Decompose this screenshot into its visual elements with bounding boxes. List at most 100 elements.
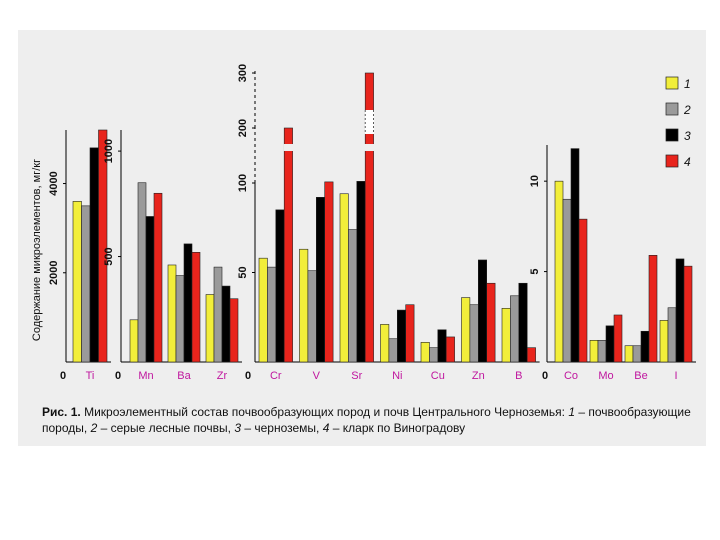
category-label-cu: Cu — [431, 370, 445, 382]
y-tick-label-zero: 0 — [542, 370, 548, 382]
bar-mo-series-1 — [589, 339, 599, 363]
category-label-i: I — [674, 370, 677, 382]
bar-cr-series-3 — [275, 209, 285, 363]
bar-sr-series-2 — [348, 229, 358, 363]
category-label-mo: Mo — [598, 370, 613, 382]
legend-label-2: 2 — [683, 103, 691, 117]
bar-v-series-3 — [315, 197, 325, 363]
bar-cu-series-3 — [437, 329, 447, 363]
bar-zn-series-2 — [469, 304, 479, 363]
bar-mo-series-2 — [597, 339, 607, 363]
caption-text-intro: Микроэлементный состав почвообразующих п… — [80, 405, 569, 419]
bar-break-segment — [364, 110, 375, 134]
legend-swatch-2 — [665, 102, 679, 116]
y-tick-label-zero: 0 — [115, 370, 121, 382]
bar-break-gap — [324, 144, 334, 151]
caption-series-4-number: 4 — [322, 421, 330, 435]
bar-break-gap — [356, 144, 366, 151]
bar-ti-series-2 — [81, 205, 91, 363]
bar-mn-series-2 — [137, 182, 147, 363]
bar-co-series-2 — [562, 198, 572, 363]
category-label-zr: Zr — [217, 370, 228, 382]
category-label-mn: Mn — [138, 370, 153, 382]
bar-sr-series-4 — [364, 72, 374, 363]
bar-mn-series-1 — [129, 319, 139, 363]
bar-be-series-2 — [632, 345, 642, 363]
bar-break-gap — [364, 144, 375, 151]
bar-ba-series-1 — [167, 264, 177, 363]
category-label-ti: Ti — [86, 370, 95, 382]
bar-v-series-1 — [299, 248, 309, 363]
category-label-sr: Sr — [351, 370, 362, 382]
y-tick-label: 4000 — [48, 171, 60, 195]
bar-b-series-3 — [518, 282, 528, 363]
caption-series-1-text: – почвообразую­щие породы, — [42, 405, 691, 435]
y-tick-label: 200 — [237, 119, 249, 137]
bar-co-series-1 — [554, 180, 564, 363]
y-tick-label-zero: 0 — [60, 370, 66, 382]
y-tick-label: 50 — [237, 266, 249, 278]
caption-series-3-text: – черноземы, — [241, 421, 323, 435]
bar-sr-series-1 — [339, 193, 349, 363]
caption-series-3-number: 3 — [234, 421, 242, 435]
bar-mn-series-3 — [145, 216, 155, 363]
bar-ba-series-2 — [175, 275, 185, 363]
bar-ba-series-4 — [191, 252, 201, 363]
bar-ti-series-4 — [98, 129, 108, 363]
bar-ni-series-2 — [388, 338, 398, 363]
bar-be-series-1 — [624, 345, 634, 363]
bar-be-series-4 — [648, 255, 658, 363]
bar-cr-series-2 — [267, 266, 277, 363]
bar-cu-series-2 — [429, 347, 439, 363]
bar-mo-series-3 — [605, 325, 615, 363]
legend-swatch-4 — [665, 154, 679, 168]
legend-label-1: 1 — [684, 77, 691, 91]
caption-series-4-text: – кларк по Виноградову — [329, 421, 466, 435]
y-tick-label: 100 — [237, 174, 249, 192]
legend-label-3: 3 — [684, 129, 691, 143]
bar-ti-series-3 — [89, 147, 99, 363]
bar-zn-series-4 — [486, 282, 496, 363]
bar-zr-series-2 — [213, 266, 223, 363]
bar-zn-series-1 — [461, 297, 471, 363]
y-tick-label-zero: 0 — [245, 370, 251, 382]
category-label-b: B — [515, 370, 522, 382]
legend-swatch-3 — [665, 128, 679, 142]
caption-series-1-number: 1 — [568, 405, 576, 419]
bar-co-series-3 — [570, 148, 580, 363]
category-label-be: Be — [634, 370, 647, 382]
bar-zr-series-4 — [229, 298, 239, 363]
bar-sr-series-3 — [356, 181, 366, 363]
bar-be-series-3 — [640, 330, 650, 363]
bar-i-series-1 — [659, 320, 669, 363]
bar-zn-series-3 — [477, 259, 487, 363]
bar-cr-series-4 — [283, 127, 293, 363]
bar-zr-series-3 — [221, 285, 231, 363]
y-tick-label: 300 — [237, 64, 249, 82]
bar-co-series-4 — [578, 218, 588, 363]
category-label-v: V — [313, 370, 321, 382]
bar-ni-series-1 — [380, 324, 390, 363]
caption-series-2-number: 2 — [90, 421, 98, 435]
bar-zr-series-1 — [205, 294, 215, 363]
category-label-co: Co — [564, 370, 578, 382]
bar-cu-series-1 — [420, 342, 430, 363]
y-tick-label: 1000 — [103, 139, 115, 163]
legend-label-4: 4 — [684, 155, 691, 169]
bar-b-series-2 — [510, 295, 520, 363]
y-tick-label: 500 — [103, 247, 115, 265]
figure-caption: Рис. 1. Микроэлементный состав почвообра… — [42, 404, 692, 436]
bar-ti-series-1 — [72, 201, 82, 363]
bar-v-series-4 — [324, 181, 334, 363]
category-label-zn: Zn — [472, 370, 485, 382]
bar-b-series-4 — [526, 347, 536, 363]
bar-break-gap — [283, 144, 294, 151]
y-axis-title: Содержание микроэлементов, мг/кг — [31, 159, 43, 341]
bar-v-series-2 — [307, 270, 317, 363]
bar-cr-series-1 — [258, 257, 268, 363]
caption-series-2-text: – серые лесные почвы, — [97, 421, 235, 435]
category-label-cr: Cr — [270, 370, 282, 382]
bar-ba-series-3 — [183, 243, 193, 363]
